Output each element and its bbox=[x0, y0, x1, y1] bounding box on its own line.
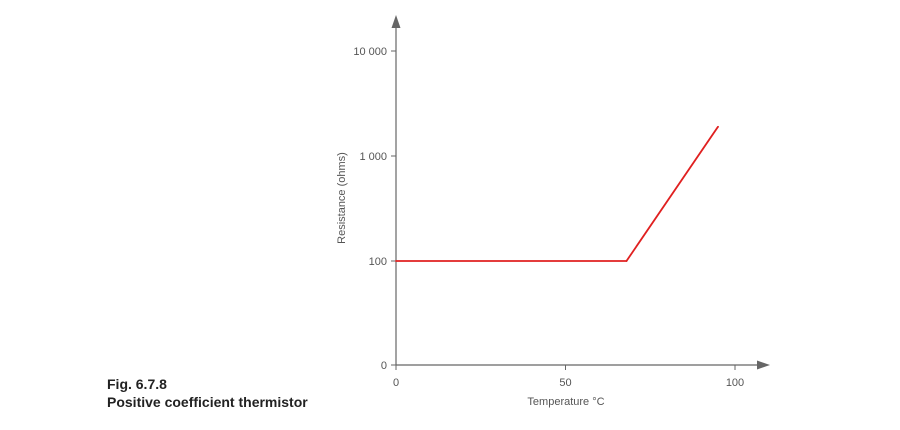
y-axis-title: Resistance (ohms) bbox=[336, 152, 348, 244]
y-tick-label: 10 000 bbox=[353, 46, 387, 58]
x-axis-title: Temperature °C bbox=[527, 396, 604, 408]
data-point bbox=[717, 125, 719, 128]
axes bbox=[391, 15, 770, 370]
figure-number: Fig. 6.7.8 bbox=[107, 376, 167, 392]
x-tick-label: 0 bbox=[393, 377, 399, 389]
x-tick-label: 50 bbox=[559, 377, 571, 389]
x-ticks: 0 50 100 bbox=[393, 365, 744, 389]
y-tick-label: 1 000 bbox=[359, 151, 387, 163]
figure-title: Positive coefficient thermistor bbox=[107, 394, 308, 410]
data-point bbox=[625, 260, 628, 262]
y-ticks: 0 100 1 000 10 000 bbox=[353, 46, 396, 372]
x-tick-label: 100 bbox=[726, 377, 744, 389]
series-line bbox=[396, 126, 719, 262]
y-axis-arrowhead bbox=[391, 15, 401, 28]
data-point bbox=[395, 260, 397, 262]
y-tick-label: 0 bbox=[381, 360, 387, 372]
x-axis-arrowhead bbox=[757, 360, 770, 370]
y-tick-label: 100 bbox=[369, 256, 387, 268]
series-layer bbox=[395, 125, 719, 262]
